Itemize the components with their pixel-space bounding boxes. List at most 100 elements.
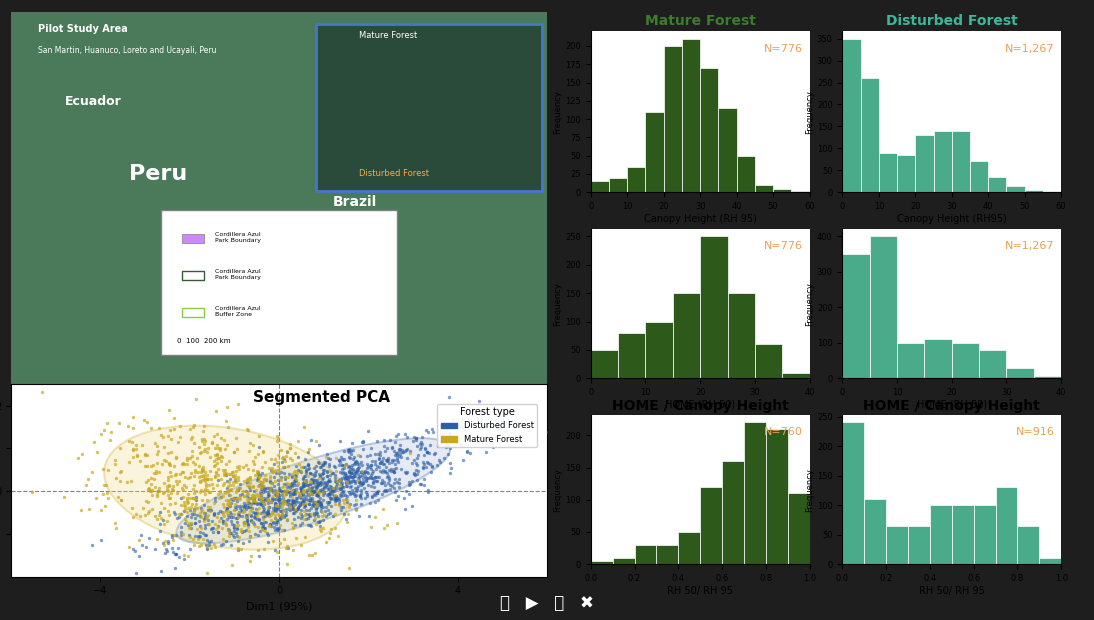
Point bbox=[339, 446, 357, 456]
Point bbox=[182, 453, 199, 463]
Point bbox=[231, 482, 248, 492]
Bar bbox=[635, 545, 656, 564]
Point bbox=[242, 498, 259, 508]
Point bbox=[411, 444, 429, 454]
Point bbox=[299, 471, 316, 480]
Point bbox=[393, 464, 410, 474]
Point bbox=[201, 466, 219, 476]
Point bbox=[379, 471, 396, 480]
Point bbox=[294, 487, 312, 497]
Point bbox=[351, 490, 369, 500]
Text: N=1,267: N=1,267 bbox=[1005, 241, 1055, 251]
Point bbox=[392, 440, 409, 450]
Point bbox=[400, 479, 418, 489]
Point bbox=[309, 497, 326, 507]
Point bbox=[319, 490, 337, 500]
Point bbox=[253, 477, 270, 487]
Point bbox=[228, 433, 245, 443]
Point bbox=[478, 433, 496, 443]
Point bbox=[375, 435, 393, 445]
Point bbox=[327, 495, 345, 505]
Point bbox=[176, 506, 194, 516]
Point bbox=[199, 510, 217, 520]
Point bbox=[359, 467, 376, 477]
Point bbox=[260, 502, 278, 512]
Point bbox=[196, 523, 213, 533]
Point bbox=[296, 477, 314, 487]
Point bbox=[412, 479, 430, 489]
Point bbox=[310, 500, 327, 510]
Point bbox=[326, 496, 344, 506]
Point bbox=[271, 494, 289, 504]
Point bbox=[363, 491, 381, 501]
Point bbox=[282, 443, 300, 453]
Point bbox=[230, 483, 247, 493]
Point bbox=[278, 479, 295, 489]
Point bbox=[193, 464, 210, 474]
Point bbox=[176, 514, 194, 524]
Point bbox=[342, 482, 360, 492]
Point bbox=[487, 410, 504, 420]
Point bbox=[176, 518, 194, 528]
Point bbox=[319, 484, 337, 494]
Point bbox=[256, 497, 274, 507]
Point bbox=[272, 457, 290, 467]
Bar bbox=[183, 308, 203, 317]
Point bbox=[232, 490, 249, 500]
Point bbox=[183, 512, 200, 521]
Point bbox=[278, 559, 295, 569]
Point bbox=[399, 489, 417, 499]
Point bbox=[190, 516, 208, 526]
Point bbox=[379, 456, 396, 466]
Point bbox=[249, 530, 267, 540]
Point bbox=[326, 476, 344, 486]
Point bbox=[376, 480, 394, 490]
Point bbox=[209, 521, 226, 531]
Point bbox=[164, 535, 182, 545]
Point bbox=[258, 495, 276, 505]
Point bbox=[300, 549, 317, 559]
Point bbox=[219, 525, 236, 534]
Point bbox=[148, 468, 165, 478]
Point bbox=[282, 503, 300, 513]
Point bbox=[423, 424, 441, 434]
Point bbox=[120, 458, 138, 467]
Point bbox=[259, 498, 277, 508]
Point bbox=[223, 560, 241, 570]
Point bbox=[261, 521, 279, 531]
Point bbox=[278, 482, 295, 492]
Point bbox=[322, 494, 339, 503]
Point bbox=[301, 490, 318, 500]
Point bbox=[222, 498, 240, 508]
Point bbox=[354, 479, 372, 489]
Point bbox=[341, 464, 359, 474]
Point bbox=[261, 519, 279, 529]
Point bbox=[391, 449, 408, 459]
Point bbox=[344, 461, 361, 471]
Point bbox=[338, 472, 356, 482]
Point bbox=[166, 498, 184, 508]
Bar bbox=[952, 131, 970, 192]
Point bbox=[254, 481, 271, 491]
Point bbox=[106, 518, 124, 528]
Point bbox=[292, 505, 310, 515]
Point bbox=[373, 489, 391, 499]
Point bbox=[331, 479, 349, 489]
Point bbox=[148, 514, 165, 524]
Point bbox=[137, 450, 154, 459]
Point bbox=[271, 520, 289, 530]
Point bbox=[191, 477, 209, 487]
Point bbox=[224, 494, 242, 503]
Point bbox=[191, 508, 209, 518]
Point bbox=[210, 453, 228, 463]
Point bbox=[316, 481, 334, 491]
Point bbox=[206, 510, 223, 520]
Point bbox=[191, 476, 209, 486]
Point bbox=[327, 490, 345, 500]
Point bbox=[309, 490, 326, 500]
Point bbox=[196, 485, 213, 495]
Point bbox=[276, 510, 293, 520]
Point bbox=[146, 467, 163, 477]
Point bbox=[271, 502, 289, 512]
Point bbox=[102, 427, 119, 437]
